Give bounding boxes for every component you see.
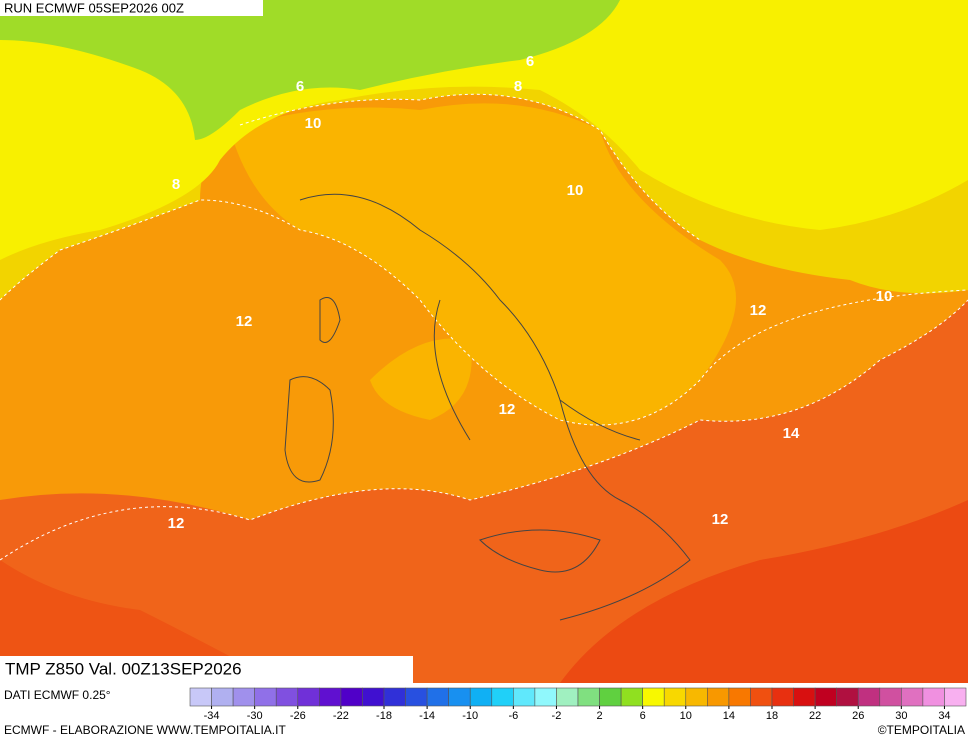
legend-swatch — [513, 687, 536, 707]
hot-region — [0, 560, 280, 683]
isotherm — [0, 299, 968, 561]
mild-region — [370, 338, 472, 420]
title-box — [0, 656, 413, 683]
legend-swatch — [814, 687, 837, 707]
legend-tick-label: -6 — [508, 710, 518, 722]
island — [284, 297, 601, 573]
legend-tick-label: -10 — [462, 710, 478, 722]
legend-swatch — [340, 687, 363, 707]
legend-swatch — [426, 687, 449, 707]
contour-label: 6 — [296, 78, 304, 95]
legend-swatch — [663, 687, 687, 707]
legend-swatch — [556, 687, 579, 707]
mild-region — [230, 103, 736, 425]
legend-tick-label: -34 — [204, 710, 220, 722]
contour-label: 12 — [168, 515, 185, 532]
contour-label: 12 — [750, 302, 767, 319]
legend-swatch — [707, 687, 730, 707]
legend-swatch — [771, 687, 794, 707]
legend-swatch — [534, 687, 557, 707]
legend-tick-label: -26 — [290, 710, 306, 722]
map — [0, 0, 968, 683]
contour-label: 10 — [305, 115, 322, 132]
legend-swatch — [405, 687, 428, 707]
legend-swatch — [448, 687, 471, 707]
legend-swatch — [879, 687, 902, 707]
footer-left: ECMWF - ELABORAZIONE WWW.TEMPOITALIA.IT — [4, 723, 286, 737]
legend-swatch — [189, 687, 212, 707]
footer-right: ©TEMPOITALIA — [878, 723, 965, 737]
legend-swatch — [750, 687, 773, 707]
legend-swatch — [836, 687, 859, 707]
legend-swatch — [297, 687, 320, 707]
legend-swatch — [577, 687, 600, 707]
legend-tick-label: -2 — [552, 710, 562, 722]
legend-tick-label: 30 — [895, 710, 907, 722]
isotherm — [239, 93, 701, 241]
legend-swatch — [793, 687, 816, 707]
legend-swatch — [275, 687, 299, 707]
map-title: TMP Z850 Val. 00Z13SEP2026 — [5, 659, 242, 678]
isotherm — [0, 199, 968, 426]
contour-label: 8 — [172, 176, 180, 193]
legend-swatch — [642, 687, 665, 707]
legend-swatch — [922, 687, 945, 707]
legend-tick-label: -30 — [247, 710, 263, 722]
legend-swatch — [599, 687, 622, 707]
legend-swatch — [901, 687, 924, 707]
contour-label: 12 — [236, 313, 253, 330]
legend-tick-label: -18 — [376, 710, 392, 722]
hot-region — [560, 500, 968, 683]
contour-label: 12 — [499, 401, 516, 418]
legend-swatch — [383, 687, 406, 707]
legend-swatch — [685, 687, 708, 707]
legend-tick-label: 6 — [640, 710, 646, 722]
legend-swatch — [362, 687, 385, 707]
legend-swatch — [620, 687, 643, 707]
legend-swatch — [491, 687, 514, 707]
contour-label: 14 — [783, 425, 800, 442]
color-legend: -34 -30 -26 -22 -18 -14 -10 -6 -2 2 6 10 14 18 22 26 30 3… — [189, 687, 967, 722]
legend-tick-label: 18 — [766, 710, 778, 722]
legend-swatch — [254, 687, 277, 707]
legend-swatch — [232, 687, 255, 707]
run-label: RUN ECMWF 05SEP2026 00Z — [4, 0, 184, 15]
legend-tick-label: 26 — [852, 710, 864, 722]
contour-label: 10 — [567, 182, 584, 199]
legend-tick-label: 14 — [723, 710, 735, 722]
legend-tick-label: 22 — [809, 710, 821, 722]
contour-label: 10 — [876, 288, 893, 305]
legend-tick-label: -14 — [419, 710, 435, 722]
legend-tick-label: 10 — [680, 710, 692, 722]
legend-tick-label: 34 — [938, 710, 950, 722]
legend-swatch — [728, 687, 751, 707]
source-label: DATI ECMWF 0.25° — [4, 688, 111, 702]
legend-swatch — [944, 687, 967, 707]
contour-label: 6 — [526, 53, 534, 70]
legend-swatch — [469, 687, 493, 707]
run-box — [0, 0, 263, 16]
contour-label: 8 — [514, 78, 522, 95]
legend-swatch — [319, 687, 342, 707]
legend-swatch — [857, 687, 881, 707]
contour-label: 12 — [712, 511, 729, 528]
coastline — [299, 193, 691, 621]
coldest-region — [0, 0, 620, 140]
legend-tick-label: -22 — [333, 710, 349, 722]
legend-swatch — [211, 687, 234, 707]
legend-tick-label: 2 — [596, 710, 602, 722]
